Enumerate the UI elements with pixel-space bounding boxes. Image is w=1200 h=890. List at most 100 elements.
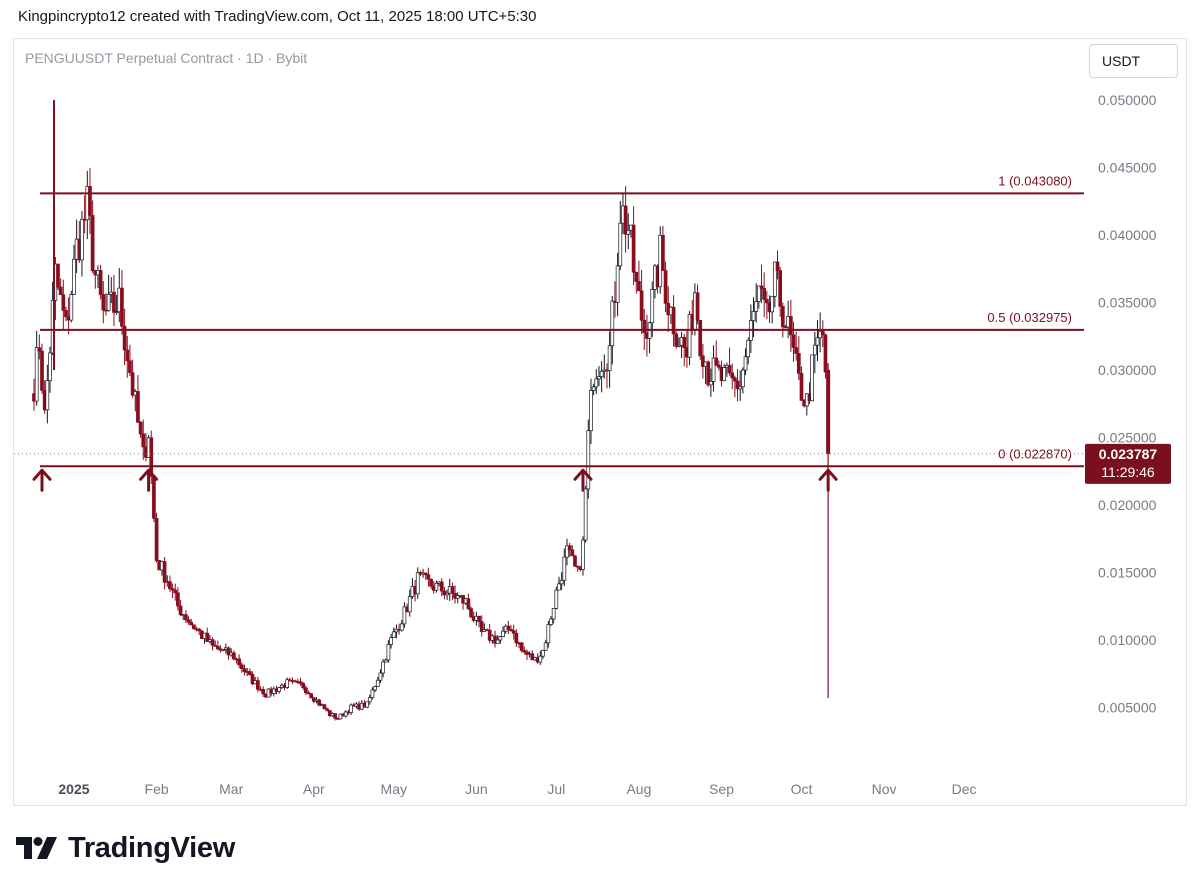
candle — [434, 580, 439, 593]
support-arrows-layer — [32, 468, 838, 492]
candle — [178, 599, 183, 616]
candle — [189, 618, 194, 626]
candle — [386, 640, 391, 663]
candle — [184, 609, 188, 623]
candle — [554, 586, 559, 610]
candle — [762, 272, 767, 318]
candle — [511, 624, 516, 640]
x-tick-label: 2025 — [58, 781, 89, 797]
candle — [788, 299, 793, 352]
candle — [706, 360, 711, 387]
candle — [717, 360, 721, 371]
fib-levels-layer: 1 (0.043080) 0.5 (0.032975) 0 (0.022870) — [40, 173, 1084, 468]
candle — [764, 290, 769, 320]
candle — [114, 294, 119, 315]
currency-button[interactable]: USDT — [1089, 44, 1178, 78]
support-arrow-icon — [573, 468, 593, 492]
candle — [530, 650, 535, 661]
candle — [714, 340, 719, 367]
candle — [423, 572, 428, 580]
candle — [237, 654, 242, 669]
chart-credit-header: Kingpincrypto12 created with TradingView… — [18, 8, 537, 25]
candle — [80, 210, 84, 277]
candle — [338, 713, 343, 720]
x-tick-label: Sep — [709, 781, 734, 797]
candle — [168, 575, 172, 592]
candle — [631, 206, 636, 285]
candle — [439, 578, 444, 597]
x-tick-label: May — [381, 781, 407, 797]
candle — [775, 250, 780, 280]
candle — [583, 485, 588, 543]
candle — [591, 383, 596, 396]
candle — [541, 649, 545, 659]
candle — [522, 646, 527, 655]
symbol-title: PENGUUSDT Perpetual Contract · 1D · Bybi… — [25, 50, 308, 66]
y-tick-label: 0.045000 — [1098, 160, 1157, 176]
candle — [125, 336, 130, 378]
y-tick-label: 0.040000 — [1098, 227, 1157, 243]
candle — [778, 267, 783, 317]
candle — [581, 536, 585, 576]
candle — [389, 633, 393, 649]
candle — [98, 264, 103, 300]
brand-name: TradingView — [68, 831, 235, 864]
candle — [248, 668, 252, 676]
brand-footer: TradingView — [16, 830, 235, 866]
candle — [498, 635, 503, 644]
candle — [309, 692, 314, 699]
candle — [391, 627, 396, 638]
x-tick-label: Jun — [465, 781, 488, 797]
candle — [709, 368, 713, 397]
candle — [639, 270, 644, 334]
candle — [205, 627, 210, 642]
candle — [770, 295, 775, 324]
candle — [317, 698, 321, 707]
candle — [186, 616, 191, 625]
candle — [450, 582, 455, 601]
candle — [759, 264, 764, 304]
candle — [138, 420, 143, 439]
candle — [599, 361, 604, 393]
candle — [701, 344, 705, 379]
bar-countdown: 11:29:46 — [1101, 464, 1155, 480]
candle — [663, 261, 668, 313]
x-tick-label: Nov — [872, 781, 897, 797]
candle — [383, 658, 388, 663]
candle — [106, 274, 111, 312]
candle — [562, 548, 567, 587]
candle — [586, 419, 591, 499]
candle — [378, 669, 383, 684]
x-tick-label: Feb — [145, 781, 169, 797]
price-axis: 0.050000 0.045000 0.040000 0.035000 0.030000… — [1098, 92, 1157, 716]
candle — [735, 368, 740, 402]
candle — [727, 347, 732, 376]
candle — [469, 606, 473, 618]
candle — [820, 320, 825, 348]
candle — [506, 621, 511, 634]
candle — [626, 213, 631, 250]
candle — [48, 346, 52, 393]
candle — [120, 270, 124, 335]
candle — [682, 333, 687, 367]
candle — [136, 375, 140, 424]
candle — [130, 359, 135, 398]
chart-frame — [13, 38, 1187, 806]
candle — [61, 279, 66, 330]
candle — [772, 261, 777, 308]
fib-level: 0 (0.022870) — [40, 446, 1084, 468]
candle — [738, 370, 743, 401]
candle — [509, 625, 513, 632]
candle — [754, 283, 759, 323]
candle — [277, 686, 282, 694]
candle — [674, 331, 679, 349]
candle — [538, 650, 543, 665]
y-tick-label: 0.025000 — [1098, 430, 1157, 446]
candle — [519, 641, 524, 653]
candle — [634, 271, 639, 294]
candle — [128, 344, 132, 377]
candle — [192, 624, 196, 630]
candle — [810, 354, 815, 402]
candle — [122, 308, 127, 366]
